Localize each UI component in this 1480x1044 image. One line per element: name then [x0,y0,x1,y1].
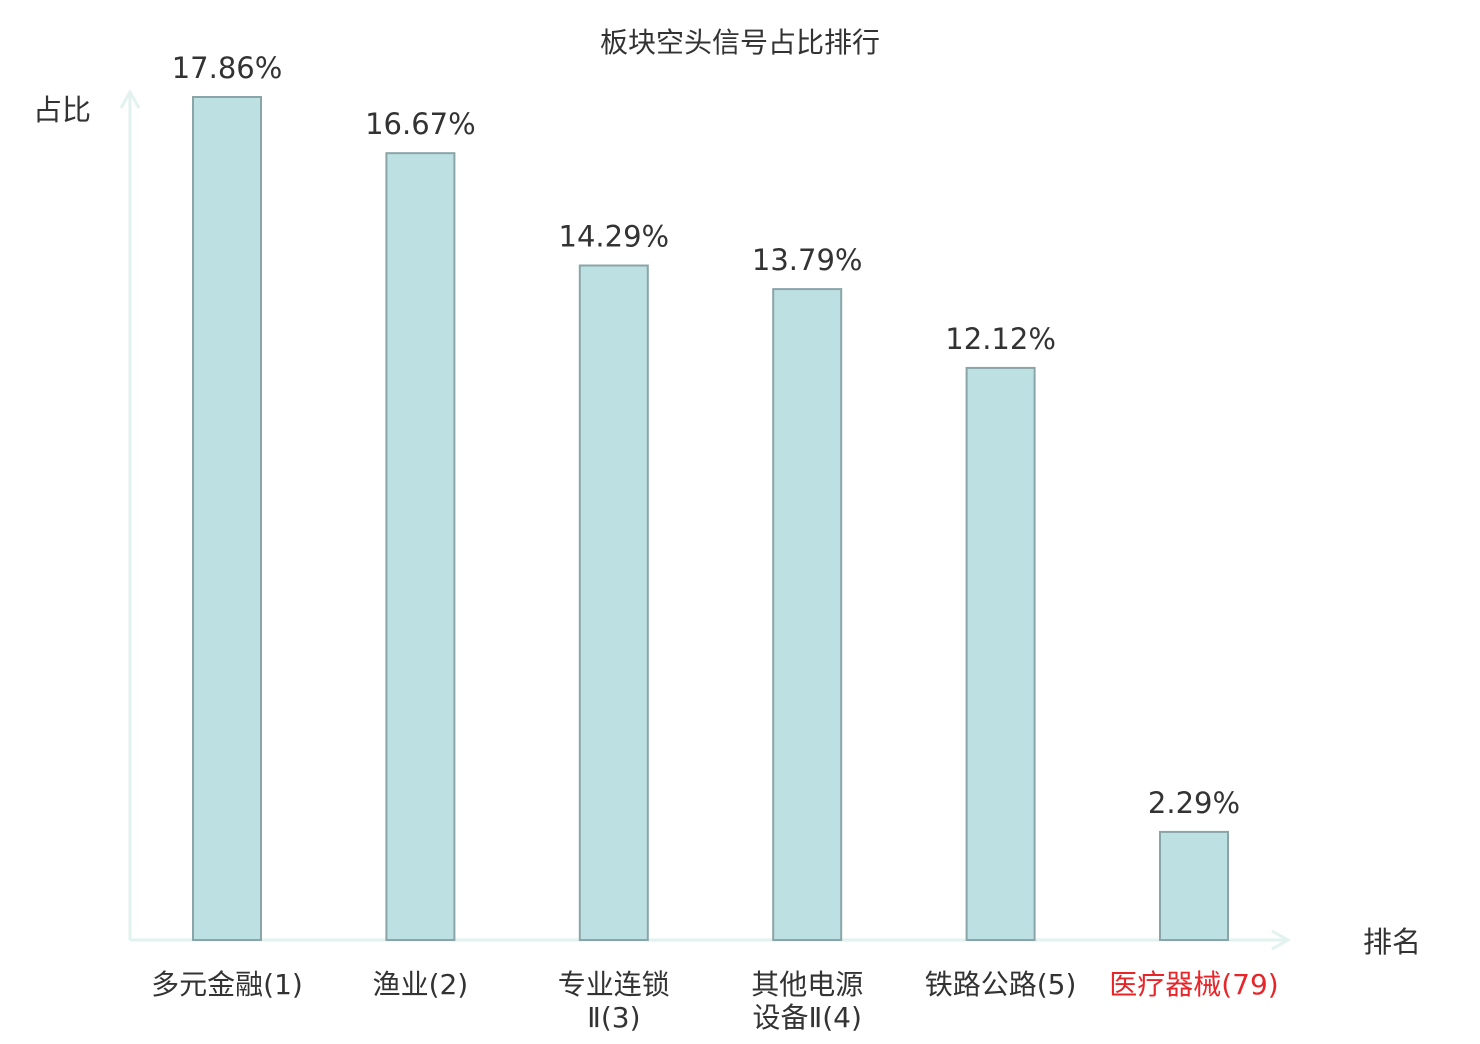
value-label-3: 14.29% [559,220,670,254]
chart-title: 板块空头信号占比排行 [600,26,880,59]
bar-1 [192,96,262,941]
x-axis-arrow [1271,929,1292,951]
y-axis-label: 占比 [33,93,91,127]
value-label-1: 17.86% [172,51,283,85]
axes [119,88,1292,951]
bar-4 [772,288,843,941]
bar-3 [578,264,649,941]
bar-5 [965,366,1036,942]
value-label-5: 12.12% [945,322,1056,356]
category-label-1: 多元金融(1) [151,968,303,1001]
value-label-4: 13.79% [752,243,863,277]
category-label-2: 渔业(2) [373,968,469,1001]
value-label-6: 2.29% [1148,786,1240,820]
y-axis-arrow [119,88,141,109]
category-label-5: 铁路公路(5) [925,968,1077,1001]
bar-2 [385,152,456,942]
category-label-3-line-1: 专业连锁 [558,968,670,1001]
category-label-4-line-2: 设备Ⅱ(4) [752,1001,861,1034]
bar-6 [1159,830,1229,941]
category-label-3-line-2: Ⅱ(3) [587,1001,640,1034]
value-labels: 17.86% 16.67% 14.29% 13.79% 12.12% 2.29% [172,51,1240,820]
bars [192,96,1229,942]
category-label-4-line-1: 其他电源 [751,968,863,1001]
x-axis-label: 排名 [1363,925,1421,959]
category-label-6: 医疗器械(79) [1109,968,1278,1001]
value-label-2: 16.67% [365,107,476,141]
